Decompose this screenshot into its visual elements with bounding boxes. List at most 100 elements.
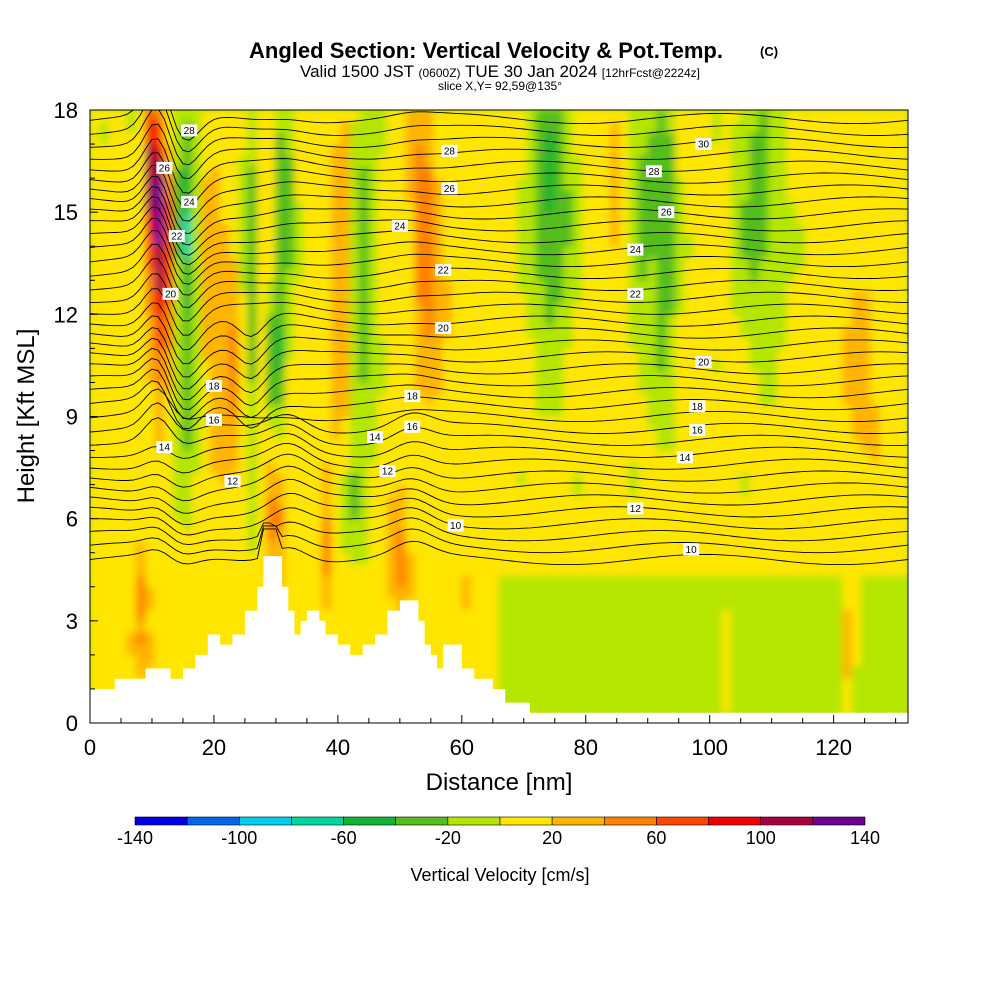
velocity-cell	[675, 347, 686, 361]
velocity-cell	[730, 110, 742, 122]
velocity-cell	[461, 529, 472, 542]
velocity-cell	[163, 177, 175, 190]
velocity-cell	[191, 597, 203, 610]
velocity-cell	[656, 654, 667, 667]
velocity-cell	[870, 631, 881, 645]
velocity-cell	[377, 257, 388, 270]
theta-contour	[90, 478, 908, 514]
velocity-cell	[117, 291, 128, 304]
velocity-cell	[693, 223, 704, 236]
velocity-cell	[433, 336, 444, 349]
velocity-cell	[507, 302, 519, 315]
velocity-cell	[758, 234, 770, 247]
velocity-cell	[526, 302, 537, 315]
velocity-cell	[238, 552, 249, 565]
velocity-cell	[795, 325, 807, 338]
velocity-cell	[321, 177, 333, 190]
velocity-cell	[303, 450, 314, 463]
velocity-cell	[228, 291, 240, 304]
velocity-cell	[507, 597, 519, 610]
theta-contour	[90, 417, 908, 446]
velocity-cell	[461, 620, 472, 633]
velocity-cell	[396, 586, 407, 599]
velocity-cell	[117, 608, 128, 622]
velocity-cell	[861, 665, 872, 679]
velocity-cell	[303, 302, 314, 315]
velocity-cell	[600, 518, 612, 531]
velocity-cell	[321, 325, 333, 338]
velocity-cell	[879, 586, 890, 599]
velocity-cell	[489, 177, 500, 190]
velocity-cell	[526, 245, 537, 259]
velocity-cell	[703, 347, 714, 361]
velocity-cell	[470, 325, 481, 338]
velocity-cell	[898, 665, 908, 679]
velocity-cell	[786, 540, 797, 554]
velocity-cell	[535, 200, 546, 213]
velocity-cell	[489, 234, 500, 247]
velocity-cell	[396, 268, 407, 281]
velocity-cell	[684, 166, 695, 179]
velocity-cell	[108, 620, 119, 633]
velocity-cell	[786, 211, 797, 225]
velocity-cell	[349, 574, 361, 588]
velocity-cell	[145, 620, 156, 633]
velocity-cell	[842, 291, 853, 304]
velocity-cell	[238, 438, 249, 452]
velocity-cell	[424, 313, 435, 327]
velocity-cell	[182, 438, 193, 452]
velocity-cell	[721, 540, 732, 554]
velocity-cell	[777, 188, 788, 202]
velocity-cell	[870, 166, 881, 179]
velocity-cell	[498, 574, 509, 588]
velocity-cell	[870, 495, 881, 508]
velocity-cell	[768, 166, 779, 179]
velocity-cell	[647, 506, 658, 520]
x-tick-label: 60	[450, 735, 474, 760]
velocity-cell	[656, 325, 667, 338]
velocity-cell	[758, 120, 770, 134]
velocity-cell	[303, 484, 314, 497]
velocity-cell	[470, 416, 481, 429]
velocity-cell	[777, 631, 788, 645]
velocity-cell	[266, 223, 277, 236]
velocity-cell	[814, 654, 825, 667]
velocity-cell	[368, 404, 379, 417]
velocity-cell	[675, 677, 686, 690]
colorbar-tick-label: -100	[221, 828, 257, 848]
velocity-cell	[842, 643, 853, 656]
velocity-cell	[563, 608, 574, 622]
velocity-cell	[805, 495, 816, 508]
velocity-cell	[842, 552, 853, 565]
velocity-cell	[414, 381, 426, 395]
velocity-cell	[126, 302, 137, 315]
velocity-cell	[637, 586, 649, 599]
velocity-cell	[173, 132, 184, 145]
velocity-cell	[572, 291, 584, 304]
theta-label: 18	[689, 400, 706, 413]
velocity-cell	[191, 325, 203, 338]
velocity-cell	[898, 325, 908, 338]
velocity-cell	[544, 120, 556, 134]
velocity-cell	[898, 234, 908, 247]
velocity-cell	[405, 154, 416, 168]
velocity-cell	[470, 257, 481, 270]
velocity-cell	[861, 438, 872, 452]
velocity-cell	[294, 518, 305, 531]
velocity-cell	[294, 438, 305, 452]
velocity-cell	[219, 438, 230, 452]
velocity-cell	[795, 381, 807, 395]
velocity-cell	[331, 506, 342, 520]
velocity-cell	[498, 540, 509, 554]
velocity-cell	[572, 574, 584, 588]
velocity-cell	[749, 110, 760, 122]
velocity-cell	[712, 325, 723, 338]
velocity-cell	[294, 359, 305, 372]
velocity-cell	[126, 586, 137, 599]
velocity-cell	[377, 416, 388, 429]
velocity-cell	[173, 461, 184, 474]
velocity-cell	[163, 245, 175, 259]
theta-contour	[90, 402, 908, 434]
velocity-cell	[610, 336, 621, 349]
theta-contour	[90, 243, 908, 296]
